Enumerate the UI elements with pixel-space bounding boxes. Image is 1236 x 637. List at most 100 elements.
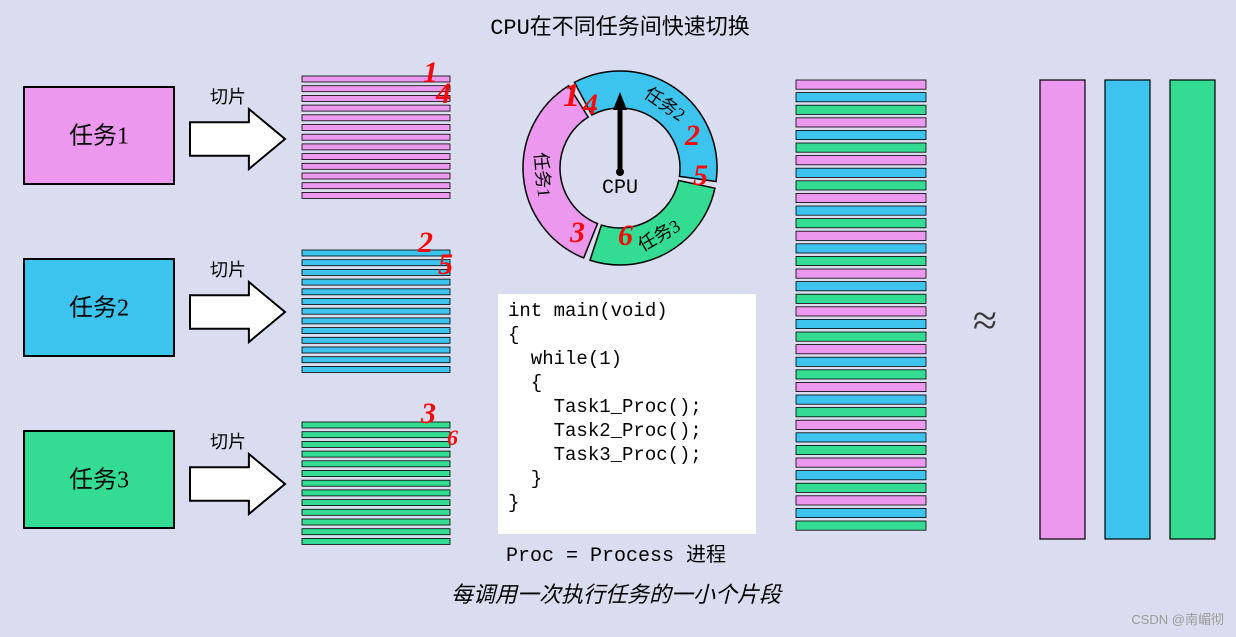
interleaved-row <box>796 80 926 89</box>
interleaved-row <box>796 206 926 215</box>
slice-stack-1-row <box>302 192 450 198</box>
wheel-segment-label-1: 任务1 <box>530 152 554 199</box>
slice-stack-3-row <box>302 519 450 525</box>
slice-stack-3-row <box>302 471 450 477</box>
handwritten-annotation: 4 <box>582 88 598 121</box>
result-bar-2 <box>1105 80 1150 539</box>
code-line: Task2_Proc(); <box>508 420 702 442</box>
handwritten-annotation: 2 <box>684 119 700 152</box>
interleaved-row <box>796 370 926 379</box>
handwritten-annotation: 3 <box>569 216 585 249</box>
slice-stack-2-row <box>302 279 450 285</box>
interleaved-row <box>796 395 926 404</box>
slice-stack-2-row <box>302 357 450 363</box>
code-line: Task1_Proc(); <box>508 396 702 418</box>
wheel-needle-pivot <box>616 168 624 176</box>
handwritten-annotation: 3 <box>420 397 436 430</box>
task-label-1: 任务1 <box>69 123 129 150</box>
interleaved-row <box>796 382 926 391</box>
slice-stack-3-row <box>302 451 450 457</box>
slice-stack-3-row <box>302 490 450 496</box>
slice-stack-1-row <box>302 125 450 131</box>
slice-stack-3-row <box>302 461 450 467</box>
slice-stack-2-row <box>302 337 450 343</box>
page-title: CPU在不同任务间快速切换 <box>490 15 750 41</box>
slice-stack-3-row <box>302 538 450 544</box>
interleaved-row <box>796 118 926 127</box>
code-footer-2: 每调用一次执行任务的一小个片段 <box>451 582 783 607</box>
slice-stack-2-row <box>302 308 450 314</box>
interleaved-row <box>796 193 926 202</box>
handwritten-annotation: 5 <box>693 159 708 192</box>
slice-stack-2-row <box>302 318 450 324</box>
watermark: CSDN @南嵋彻 <box>1131 612 1224 627</box>
slice-stack-3-row <box>302 509 450 515</box>
slice-stack-3-row <box>302 500 450 506</box>
code-line: } <box>508 468 542 490</box>
interleaved-row <box>796 345 926 354</box>
slice-stack-1-row <box>302 173 450 179</box>
interleaved-row <box>796 332 926 341</box>
handwritten-annotation: 1 <box>563 77 580 114</box>
wheel-center-label: CPU <box>602 177 638 200</box>
interleaved-row <box>796 105 926 114</box>
code-line: while(1) <box>508 348 622 370</box>
result-bar-1 <box>1040 80 1085 539</box>
slice-stack-2-row <box>302 289 450 295</box>
handwritten-annotation: 6 <box>447 425 458 450</box>
slice-stack-2-row <box>302 366 450 372</box>
interleaved-row <box>796 93 926 102</box>
interleaved-row <box>796 156 926 165</box>
handwritten-annotation: 2 <box>417 226 433 259</box>
slice-stack-2-row <box>302 347 450 353</box>
slice-stack-3-row <box>302 529 450 535</box>
approx-symbol: ≈ <box>973 296 997 345</box>
interleaved-row <box>796 496 926 505</box>
result-bar-3 <box>1170 80 1215 539</box>
interleaved-row <box>796 219 926 228</box>
slice-stack-3-row <box>302 441 450 447</box>
slice-arrow-label-3: 切片 <box>210 432 246 452</box>
slice-stack-1-row <box>302 163 450 169</box>
code-line: } <box>508 492 519 514</box>
slice-stack-1-row <box>302 115 450 121</box>
interleaved-row <box>796 420 926 429</box>
slice-stack-1-row <box>302 95 450 101</box>
interleaved-row <box>796 244 926 253</box>
slice-arrow-3 <box>190 454 285 514</box>
code-footer-1: Proc = Process 进程 <box>506 543 726 568</box>
interleaved-row <box>796 357 926 366</box>
code-line: { <box>508 372 542 394</box>
interleaved-row <box>796 181 926 190</box>
interleaved-row <box>796 471 926 480</box>
interleaved-row <box>796 130 926 139</box>
diagram-canvas: CPU在不同任务间快速切换任务1任务2任务3切片切片切片任务1任务2任务3CPU… <box>0 0 1236 632</box>
handwritten-annotation: 5 <box>438 248 453 281</box>
slice-stack-1-row <box>302 144 450 150</box>
slice-stack-1-row <box>302 183 450 189</box>
interleaved-row <box>796 143 926 152</box>
slice-stack-2-row <box>302 269 450 275</box>
slice-arrow-2 <box>190 282 285 342</box>
interleaved-row <box>796 433 926 442</box>
slice-stack-1-row <box>302 105 450 111</box>
handwritten-annotation: 4 <box>435 77 451 110</box>
slice-stack-1-row <box>302 134 450 140</box>
interleaved-row <box>796 319 926 328</box>
slice-stack-3-row <box>302 432 450 438</box>
interleaved-row <box>796 445 926 454</box>
handwritten-annotation: 6 <box>618 219 633 252</box>
interleaved-row <box>796 294 926 303</box>
code-line: { <box>508 324 519 346</box>
interleaved-row <box>796 269 926 278</box>
interleaved-row <box>796 508 926 517</box>
slice-arrow-1 <box>190 109 285 169</box>
interleaved-row <box>796 231 926 240</box>
slice-stack-2-row <box>302 299 450 305</box>
interleaved-row <box>796 256 926 265</box>
interleaved-row <box>796 282 926 291</box>
code-line: Task3_Proc(); <box>508 444 702 466</box>
interleaved-row <box>796 408 926 417</box>
slice-arrow-label-2: 切片 <box>210 260 246 280</box>
slice-arrow-label-1: 切片 <box>210 87 246 107</box>
